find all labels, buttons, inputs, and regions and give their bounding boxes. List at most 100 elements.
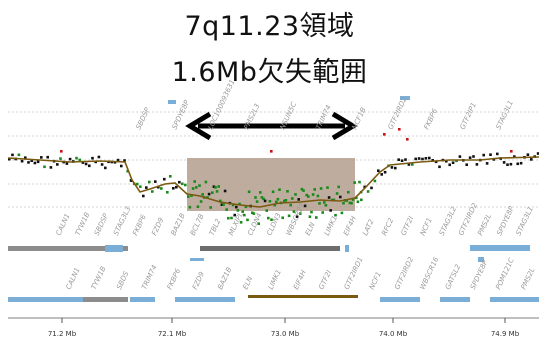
probe-point-66 <box>199 200 203 203</box>
probe-point-59 <box>188 205 192 209</box>
probe-point-13 <box>49 166 53 169</box>
probe-point-145 <box>326 186 329 189</box>
probe-point-203 <box>482 153 485 157</box>
gene-label-ncf1: NCF1 <box>419 217 434 237</box>
probe-point-39 <box>130 179 133 182</box>
probe-point-18 <box>65 162 69 165</box>
gene-label-stag3l1: STAG3L1 <box>495 99 515 131</box>
probe-point-199 <box>468 156 472 159</box>
probe-point-136 <box>311 193 315 196</box>
probe-point-48 <box>157 185 160 189</box>
probe-point-5 <box>24 156 27 159</box>
probe-point-44 <box>145 186 148 189</box>
probe-point-77 <box>217 185 220 188</box>
probe-point-71 <box>207 192 211 196</box>
probe-point-213 <box>516 162 519 166</box>
gene-label-fzd9: FZD9 <box>191 270 206 291</box>
gene-label-gtf2i: GTF2I <box>400 215 416 237</box>
probe-point-123 <box>291 197 294 200</box>
probe-point-138 <box>315 216 318 219</box>
probe-point-192 <box>445 159 448 163</box>
gene-label-bcl7b: BCL7B <box>189 213 206 237</box>
gene-label-pom121c: POM121C <box>494 257 516 291</box>
gene-label-loc100093631: LOC100093631 <box>207 78 237 130</box>
gene-label-tbl2: TBL2 <box>208 217 223 237</box>
probe-point-21 <box>75 156 78 160</box>
gene-label-limk1: LIMK1 <box>267 268 283 290</box>
probe-point-83 <box>227 216 230 220</box>
probe-point-185 <box>421 157 424 161</box>
probe-point-87 <box>233 213 236 217</box>
gene-label-limk1: LIMK1 <box>323 214 339 236</box>
probe-point-209 <box>502 161 506 164</box>
probe-point-9 <box>36 160 40 164</box>
probe-point-207 <box>496 152 499 156</box>
probe-point-153 <box>339 195 342 199</box>
probe-point-128 <box>299 212 302 215</box>
probe-point-186 <box>424 157 428 160</box>
probe-point-54 <box>175 185 178 189</box>
probe-point-169 <box>366 190 370 193</box>
probe-point-125 <box>294 193 297 196</box>
gene-label-rfc2: RFC2 <box>380 216 395 236</box>
probe-point-86 <box>231 203 235 207</box>
probe-point-82 <box>225 208 228 211</box>
probe-point-103 <box>259 191 262 194</box>
gene-label-eln: ELN <box>304 220 317 236</box>
probe-point-143 <box>323 201 326 204</box>
probe-point-79 <box>220 203 224 206</box>
probe-point-76 <box>215 190 219 193</box>
probe-point-177 <box>394 166 397 170</box>
probe-point-120 <box>286 190 289 193</box>
gene-label-fkbp6: FKBP6 <box>131 213 148 237</box>
probe-point-28 <box>97 155 101 159</box>
probe-point-50 <box>163 177 166 181</box>
probe-point-69 <box>204 180 208 184</box>
deletion-span-arrow <box>185 111 358 141</box>
probe-point-30 <box>104 166 107 170</box>
probe-point-105 <box>262 197 265 201</box>
probe-point-106 <box>263 199 267 203</box>
gene-label-tyw1b: TYW1B <box>90 265 108 291</box>
gene-label-wbscr16: WBSCR16 <box>418 255 440 290</box>
gene-label-eln: ELN <box>241 274 254 290</box>
gene-label-tyw1b: TYW1B <box>74 211 92 237</box>
probe-point-117 <box>281 216 284 220</box>
probe-point-184 <box>417 157 421 160</box>
probe-point-127 <box>297 198 300 201</box>
probe-point-6 <box>27 161 30 164</box>
probe-point-157 <box>345 199 348 202</box>
probe-point-140 <box>318 202 321 205</box>
probe-point-1 <box>11 153 14 157</box>
probe-point-22 <box>78 158 81 162</box>
probe-point-51 <box>166 191 169 194</box>
axis-tick-label: 71.2 Mb <box>48 330 77 338</box>
gene-label-caln1: CALN1 <box>55 212 72 236</box>
probe-point-12 <box>46 155 49 159</box>
probe-point-172 <box>377 169 380 172</box>
probe-point-170 <box>370 186 373 190</box>
probe-point-167 <box>360 198 363 202</box>
probe-point-64 <box>196 205 200 208</box>
probe-point-92 <box>241 210 244 213</box>
probe-point-131 <box>303 204 307 208</box>
probe-point-29 <box>100 163 104 166</box>
gene-label-sbdsp: SBDSP <box>93 212 110 237</box>
probe-point-65 <box>198 184 201 187</box>
probe-point-182 <box>411 163 414 166</box>
gene-label-ncf1b: NCF1B <box>351 106 368 131</box>
probe-point-0 <box>8 157 11 161</box>
gene-label-sbds: SBDS <box>115 270 131 291</box>
title-locus: 7q11.23領域 <box>184 11 355 42</box>
gene-label-gtf2i: GTF2I <box>317 269 333 291</box>
probe-point-52 <box>169 175 172 178</box>
probe-point-88 <box>235 205 238 209</box>
probe-point-58 <box>187 195 190 198</box>
probe-point-73 <box>211 191 214 194</box>
probe-point-90 <box>238 202 241 206</box>
probe-point-146 <box>327 196 331 199</box>
probe-point-36 <box>123 159 126 162</box>
probe-point-102 <box>257 222 260 225</box>
genome-axis: 71.2 Mb 72.1 Mb 73.0 Mb 74.0 Mb 74.9 Mb <box>8 317 539 338</box>
probe-point-152 <box>337 185 340 189</box>
